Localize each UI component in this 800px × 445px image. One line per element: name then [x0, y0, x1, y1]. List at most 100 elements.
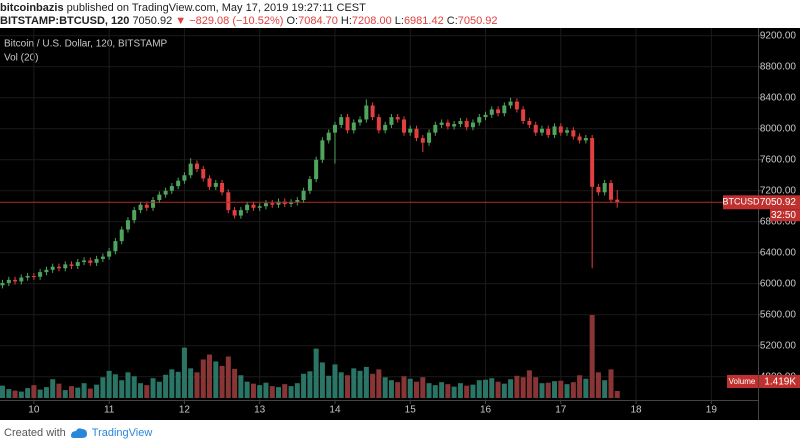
- ohlc-label: C:: [446, 15, 458, 27]
- volume-bar: [269, 386, 275, 398]
- x-tick-label: 19: [706, 405, 718, 416]
- candle-body: [314, 159, 319, 180]
- publisher[interactable]: bitcoinbazis: [0, 2, 64, 14]
- candle-body: [144, 204, 149, 208]
- candle-body: [125, 220, 130, 230]
- candle-body: [558, 126, 563, 133]
- volume-bar: [319, 362, 325, 398]
- candle-body: [31, 276, 36, 277]
- candle-body: [132, 210, 137, 221]
- volume-bar: [250, 383, 256, 398]
- x-tick-label: 12: [179, 405, 191, 416]
- candle-body: [213, 183, 218, 187]
- ohlc-label: H:: [340, 15, 352, 27]
- volume-bar: [163, 374, 169, 398]
- candle-body: [370, 105, 375, 118]
- volume-bar: [31, 385, 37, 398]
- candle-body: [19, 277, 24, 282]
- volume-value-label: 1.419K: [764, 377, 796, 388]
- candle-body: [445, 122, 450, 127]
- candle-body: [169, 186, 174, 191]
- symbol-tag-label: BTCUSD: [722, 197, 760, 207]
- candle-body: [427, 132, 432, 143]
- candle-body: [395, 117, 400, 120]
- volume-bar: [558, 380, 564, 398]
- volume-bar: [470, 384, 476, 398]
- y-tick-label: 9200.00: [760, 30, 797, 41]
- change: ▼ −829.08 (−10.52%): [175, 15, 284, 27]
- candle-body: [44, 269, 49, 273]
- volume-bar: [401, 376, 407, 398]
- volume-bar: [213, 361, 219, 398]
- x-tick-label: 11: [104, 405, 115, 416]
- ohlc: O:7084.70 H:7208.00 L:6981.42 C:7050.92: [286, 15, 497, 27]
- volume-tag: [727, 375, 758, 388]
- ohlc-value: 7084.70: [298, 15, 338, 27]
- y-tick-label: 7200.00: [760, 185, 797, 196]
- y-tick-label: 8000.00: [760, 123, 797, 134]
- candle-body: [25, 276, 30, 278]
- created-with: Created with: [4, 426, 66, 439]
- volume-bar: [37, 389, 43, 398]
- volume-bar: [156, 381, 162, 398]
- volume-bar: [81, 383, 87, 398]
- candle-body: [452, 124, 457, 127]
- volume-bar: [62, 390, 68, 398]
- candle-body: [326, 132, 331, 141]
- x-tick-label: 14: [329, 405, 341, 416]
- footer: Created with TradingView: [0, 420, 800, 445]
- candle-body: [201, 169, 206, 179]
- candle-body: [245, 204, 250, 211]
- candle-body: [376, 117, 381, 131]
- volume-bar: [100, 377, 106, 398]
- candle-body: [533, 124, 538, 133]
- volume-bar: [175, 371, 181, 398]
- volume-bar: [0, 385, 5, 398]
- candle-body: [358, 119, 363, 123]
- candle-body: [477, 117, 482, 123]
- volume-bar: [69, 386, 75, 398]
- volume-bar: [564, 384, 570, 398]
- candle-body: [88, 260, 93, 263]
- volume-bar: [138, 383, 144, 398]
- volume-bar: [313, 348, 319, 398]
- price-axis: [758, 28, 800, 420]
- candle-body: [577, 136, 582, 141]
- volume-bar: [345, 375, 351, 398]
- volume-bar: [238, 375, 244, 398]
- symbol: BITSTAMP:BTCUSD, 120: [0, 15, 130, 27]
- candle-body: [226, 192, 231, 211]
- candle-body: [207, 178, 212, 187]
- volume-bar: [357, 370, 363, 398]
- volume-bar: [87, 388, 93, 398]
- candle-body: [339, 117, 344, 125]
- candle-body: [113, 241, 118, 252]
- volume-bar: [169, 369, 175, 398]
- volume-bar: [307, 371, 313, 398]
- volume-bar: [464, 385, 470, 398]
- candle-body: [401, 119, 406, 133]
- volume-bar: [608, 369, 614, 398]
- y-tick-label: 6400.00: [760, 247, 797, 258]
- candle-body: [107, 251, 112, 257]
- candle-body: [263, 203, 268, 207]
- volume-bar: [25, 388, 31, 398]
- candle-body: [552, 126, 557, 135]
- volume-bar: [6, 389, 12, 398]
- volume-bar: [382, 377, 388, 398]
- candle-body: [13, 279, 18, 282]
- volume-bar: [614, 390, 620, 398]
- candle-body: [565, 130, 570, 133]
- brand[interactable]: TradingView: [91, 426, 153, 439]
- candle-body: [138, 204, 143, 211]
- candle-body: [464, 121, 469, 128]
- candle-body: [251, 204, 256, 208]
- candle-body: [615, 199, 620, 203]
- volume-bar: [200, 359, 206, 398]
- candle-body: [527, 121, 532, 125]
- ohlc-value: 7208.00: [351, 15, 392, 27]
- candle-body: [220, 183, 225, 193]
- volume-bar: [56, 383, 62, 398]
- volume-bar: [125, 372, 131, 398]
- candle-body: [56, 266, 61, 269]
